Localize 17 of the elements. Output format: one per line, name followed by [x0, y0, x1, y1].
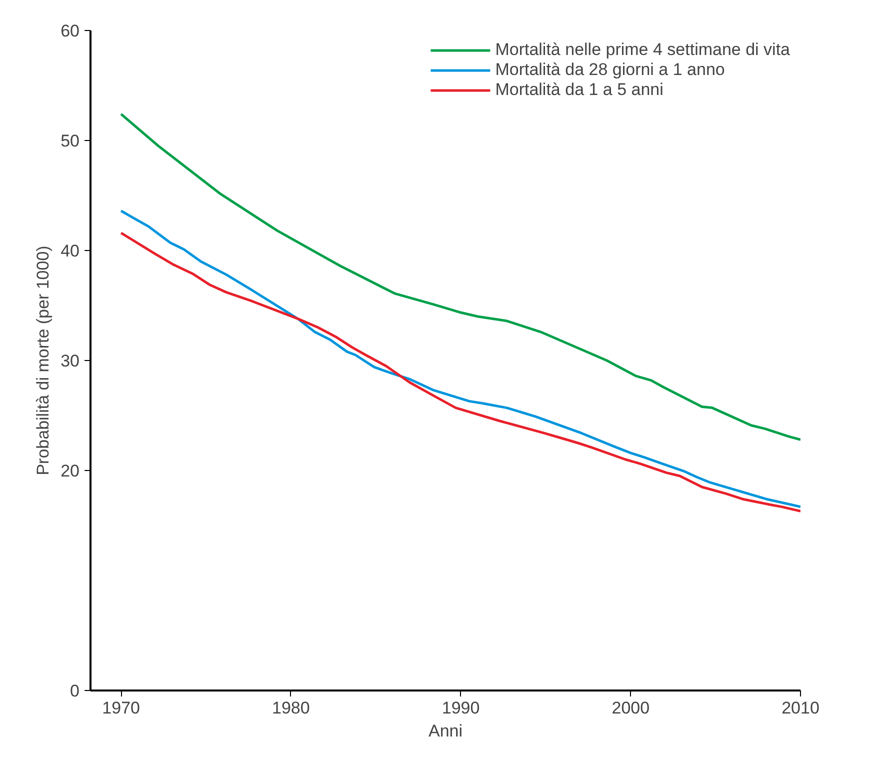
y-tick-label: 0	[70, 682, 80, 700]
x-tick-label: 1980	[272, 698, 310, 718]
y-tick-label: 60	[60, 22, 80, 40]
y-axis-title: Probabilità di morte (per 1000)	[34, 246, 53, 476]
y-tick-label: 50	[60, 132, 80, 150]
y-tick-label: 20	[60, 462, 80, 480]
x-axis-title: Anni	[428, 722, 463, 740]
y-tick-label: 40	[60, 242, 80, 260]
legend-label: Mortalità da 1 a 5 anni	[495, 80, 664, 100]
x-tick-label: 1990	[442, 698, 480, 718]
legend-label: Mortalità da 28 giorni a 1 anno	[495, 60, 725, 80]
x-tick-label: 1970	[102, 698, 140, 718]
x-tick-label: 2000	[612, 698, 650, 718]
x-tick-label: 2010	[782, 698, 820, 718]
y-tick-label: 30	[60, 352, 80, 370]
line-series	[120, 112, 800, 441]
legend-label: Mortalità nelle prime 4 settimane di vita	[495, 40, 790, 60]
